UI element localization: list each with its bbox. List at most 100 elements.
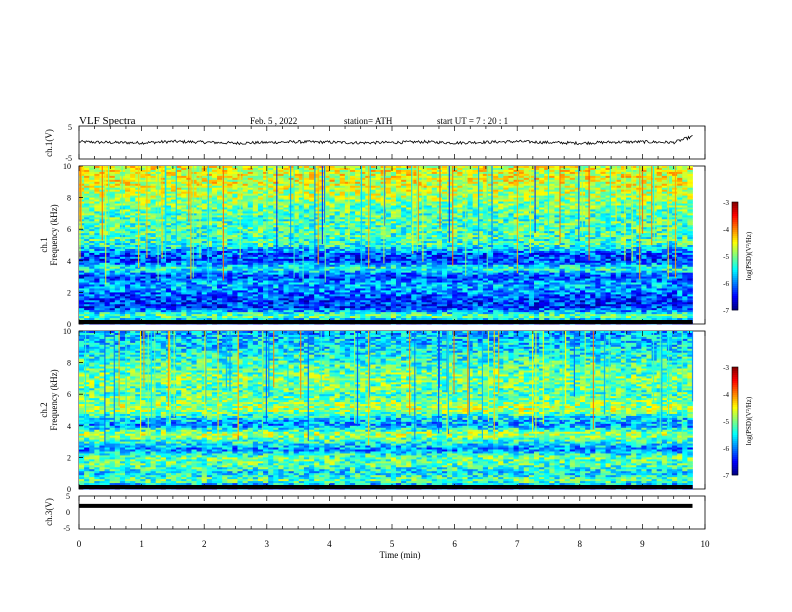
- spectrogram-cell: [232, 166, 238, 169]
- spectrogram-cell: [544, 169, 550, 173]
- spectrogram-cell: [309, 171, 315, 175]
- spectrogram-cell: [631, 169, 637, 173]
- spectrogram-cell: [360, 175, 366, 179]
- spectrogram-cell: [181, 167, 187, 171]
- spectrogram-cell: [181, 175, 187, 179]
- date-label: Feb. 5 , 2022: [250, 116, 297, 126]
- spectrogram-cell: [585, 167, 591, 171]
- spectrogram-cell: [610, 169, 617, 173]
- spectrogram-cell: [375, 175, 382, 179]
- spectrogram-cell: [554, 166, 560, 169]
- spectrogram-cell: [631, 177, 637, 181]
- spectrogram-cell: [84, 166, 90, 169]
- spectrogram-cell: [176, 166, 182, 169]
- spectrogram-cell: [201, 175, 208, 179]
- spectrogram-cell: [247, 173, 254, 177]
- spectrogram-cell: [564, 169, 571, 173]
- spectrogram-cell: [395, 171, 402, 175]
- spectrogram-cell: [646, 171, 652, 175]
- spectrogram-cell: [661, 177, 668, 181]
- spectrogram-cell: [385, 173, 392, 177]
- spectrogram-cell: [211, 166, 218, 169]
- spectrogram-cell: [150, 169, 157, 173]
- spectrogram-cell: [590, 177, 596, 181]
- spectrogram-cell: [375, 169, 382, 173]
- spectrogram-cell: [298, 177, 305, 181]
- spectrogram-cell: [303, 167, 310, 171]
- spectrogram-cell: [487, 166, 494, 169]
- spectrogram-cell: [257, 166, 264, 169]
- spectrogram-cell: [135, 171, 141, 175]
- spectrogram-cell: [426, 177, 433, 181]
- spectrogram-cell: [201, 179, 208, 183]
- spectrogram-cell: [252, 177, 259, 181]
- spectrogram-cell: [477, 173, 484, 177]
- spectrogram-cell: [569, 177, 576, 181]
- spectrogram-cell: [534, 173, 540, 177]
- spectrogram-cell: [656, 177, 663, 181]
- spectrogram-cell: [171, 167, 177, 171]
- spectrogram-cell: [273, 177, 279, 181]
- spectrogram-cell: [426, 173, 433, 177]
- spectrogram-cell: [523, 175, 530, 179]
- spectrogram-cell: [411, 173, 417, 177]
- spectrogram-cell: [472, 175, 479, 179]
- spectrogram-cell: [222, 166, 228, 169]
- spectrogram-cell: [252, 173, 259, 177]
- spectrogram-cell: [370, 167, 376, 171]
- spectrogram-cell: [222, 177, 228, 181]
- spectrogram-cell: [125, 173, 131, 177]
- spectrogram-cell: [390, 169, 397, 173]
- spectrogram-cell: [222, 173, 228, 177]
- spectrogram-cell: [222, 179, 228, 183]
- spectrogram-cell: [534, 171, 540, 175]
- spectrogram-cell: [130, 179, 136, 183]
- spectrogram-cell: [165, 177, 172, 181]
- spectrogram-cell: [559, 169, 566, 173]
- spectrogram-cell: [411, 171, 417, 175]
- spectrogram-cell: [666, 175, 673, 179]
- spectrogram-cell: [314, 169, 320, 173]
- spectrogram-cell: [227, 173, 233, 177]
- spectrogram-cell: [278, 173, 284, 177]
- spectrogram-cell: [288, 177, 295, 181]
- spectrogram-cell: [176, 167, 182, 171]
- spectrogram-cell: [528, 167, 535, 171]
- spectrogram-cell: [257, 167, 264, 171]
- spectrogram-cell: [672, 177, 678, 181]
- spectrogram-cell: [140, 175, 146, 179]
- spectrogram-cell: [636, 166, 642, 169]
- spectrogram-cell: [130, 175, 136, 179]
- spectrogram-cell: [365, 177, 371, 181]
- spectrogram-cell: [324, 169, 330, 173]
- spectrogram-cell: [666, 167, 673, 171]
- spectrogram-cell: [600, 166, 606, 169]
- spectrogram-cell: [196, 169, 203, 173]
- spectrogram-cell: [84, 167, 90, 171]
- spectrogram-cell: [620, 169, 627, 173]
- spectrogram-cell: [247, 167, 254, 171]
- spectrogram-cell: [242, 166, 249, 169]
- spectrogram-cell: [416, 169, 422, 173]
- spectrogram-cell: [252, 166, 259, 169]
- spectrogram-cell: [641, 169, 647, 173]
- spectrogram-cell: [303, 177, 310, 181]
- spectrogram-cell: [559, 177, 566, 181]
- spectrogram-cell: [329, 166, 336, 169]
- spectrogram-cell: [549, 173, 555, 177]
- spectrogram-cell: [375, 167, 382, 171]
- spectrogram-cell: [411, 166, 417, 169]
- spectrogram-cell: [487, 171, 494, 175]
- spectrogram-cell: [206, 177, 213, 181]
- spectrogram-cell: [687, 173, 693, 177]
- spectrogram-cell: [150, 179, 157, 183]
- spectrogram-cell: [252, 169, 259, 173]
- spectrogram-cell: [94, 177, 100, 181]
- spectrogram-cell: [171, 177, 177, 181]
- spectrogram-cell: [513, 166, 520, 169]
- spectrogram-cell: [273, 169, 279, 173]
- spectrogram-cell: [620, 166, 627, 169]
- spectrogram-cell: [104, 169, 111, 173]
- spectrogram-cell: [191, 167, 197, 171]
